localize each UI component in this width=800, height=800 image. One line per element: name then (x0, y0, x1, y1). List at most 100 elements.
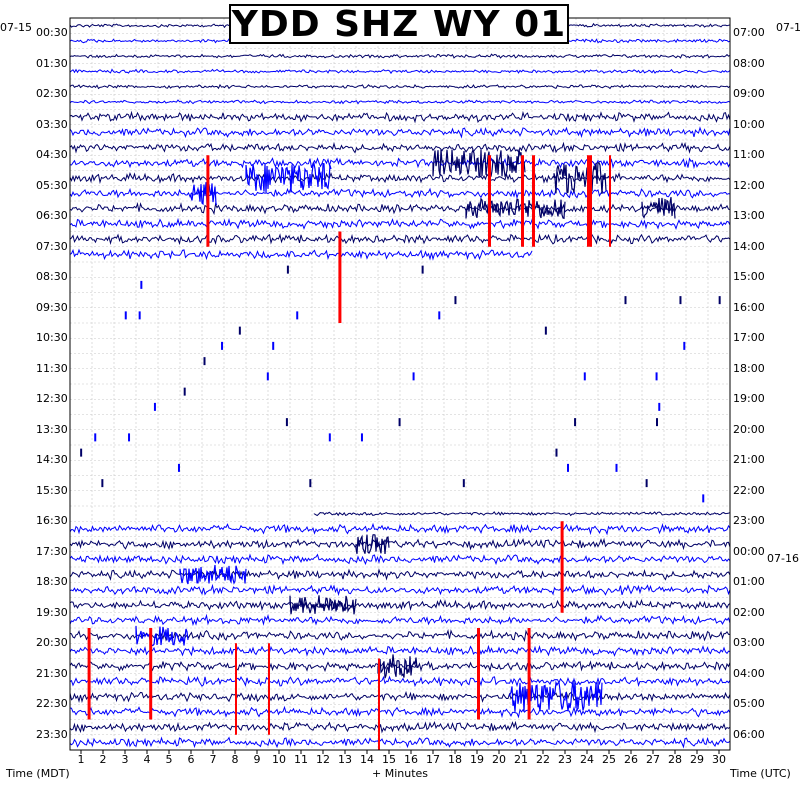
left-tick-label: 02:30 (36, 87, 68, 101)
right-tick-label: 10:00 (733, 117, 765, 131)
trace-row (69, 126, 731, 139)
trace-row (69, 68, 731, 75)
chart-title: YDD SHZ WY 01 (229, 4, 569, 45)
trace-row (69, 583, 731, 597)
right-tick-label: 11:00 (733, 148, 765, 162)
trace-row (69, 537, 731, 551)
left-tick-label: 00:30 (36, 26, 68, 40)
x-tick-label: 28 (668, 753, 682, 766)
bottom-axis-title: + Minutes (372, 767, 429, 780)
left-tick-label: 04:30 (36, 148, 68, 162)
left-tick-label: 13:30 (36, 422, 68, 436)
trace-row (69, 613, 731, 627)
trace-row (69, 202, 731, 216)
clipped-spike (527, 628, 531, 720)
x-tick-label: 2 (99, 753, 107, 766)
trace-row (69, 644, 731, 657)
left-tick-label: 21:30 (36, 666, 68, 680)
clipped-spike (206, 155, 210, 247)
right-tick-label: 03:00 (733, 636, 765, 650)
trace-row (69, 233, 731, 246)
trace-row (69, 522, 731, 536)
trace-row (69, 568, 731, 581)
clipped-spike (587, 155, 592, 247)
clipped-spike (488, 155, 491, 247)
left-tick-label: 17:30 (36, 544, 68, 558)
right-tick-label: 05:00 (733, 697, 765, 711)
right-date-label-top: 07-15 (776, 21, 800, 34)
clipped-spike (338, 231, 342, 323)
left-tick-label: 05:30 (36, 178, 68, 192)
right-tick-label: 15:00 (733, 270, 765, 284)
x-tick-label: 23 (558, 753, 572, 766)
x-tick-label: 8 (231, 753, 239, 766)
clipped-spike (378, 658, 380, 750)
right-tick-label: 07:00 (733, 26, 765, 40)
trace-row (69, 217, 731, 230)
right-tick-label: 19:00 (733, 392, 765, 406)
left-tick-label: 22:30 (36, 697, 68, 711)
right-tick-label: 12:00 (733, 178, 765, 192)
trace-row (69, 53, 731, 59)
right-tick-label: 21:00 (733, 453, 765, 467)
trace-row (69, 629, 731, 643)
trace-row (69, 248, 533, 261)
x-tick-label: 19 (470, 753, 484, 766)
right-tick-label: 06:00 (733, 727, 765, 741)
x-tick-label: 14 (360, 753, 374, 766)
event-burst (509, 680, 603, 712)
left-tick-label: 08:30 (36, 270, 68, 284)
trace-row (69, 157, 731, 170)
trace-row (69, 705, 731, 719)
trace-row (69, 83, 731, 90)
left-tick-label: 23:30 (36, 727, 68, 741)
left-tick-label: 19:30 (36, 605, 68, 619)
event-bursts (87, 148, 676, 750)
x-tick-label: 22 (536, 753, 550, 766)
trace-row (69, 720, 731, 734)
right-tick-label: 17:00 (733, 331, 765, 345)
clipped-spike (532, 155, 535, 247)
x-tick-label: 26 (624, 753, 638, 766)
x-tick-label: 21 (514, 753, 528, 766)
x-tick-label: 16 (404, 753, 418, 766)
x-tick-label: 20 (492, 753, 506, 766)
left-tick-label: 07:30 (36, 239, 68, 253)
trace-row (69, 553, 731, 566)
event-burst (179, 564, 247, 585)
x-tick-label: 18 (448, 753, 462, 766)
x-tick-label: 11 (294, 753, 308, 766)
left-tick-label: 10:30 (36, 331, 68, 345)
right-axis-title: Time (UTC) (730, 767, 791, 780)
right-tick-label: 04:00 (733, 666, 765, 680)
trace-row (69, 675, 731, 688)
x-tick-label: 29 (690, 753, 704, 766)
left-tick-label: 20:30 (36, 636, 68, 650)
left-tick-label: 18:30 (36, 575, 68, 589)
x-tick-label: 9 (253, 753, 261, 766)
event-burst (553, 162, 607, 194)
right-tick-label: 00:00 (733, 544, 765, 558)
left-axis-title: Time (MDT) (6, 767, 70, 780)
left-tick-label: 06:30 (36, 209, 68, 223)
right-tick-label: 14:00 (733, 239, 765, 253)
right-tick-label: 22:00 (733, 483, 765, 497)
seismic-traces (69, 22, 731, 749)
trace-row (69, 171, 731, 185)
trace-row (69, 110, 731, 124)
right-tick-label: 20:00 (733, 422, 765, 436)
grid-lines (70, 17, 730, 751)
x-tick-label: 24 (580, 753, 594, 766)
right-tick-label: 13:00 (733, 209, 765, 223)
left-tick-label: 11:30 (36, 361, 68, 375)
clipped-spike (477, 628, 480, 720)
event-burst (135, 625, 189, 647)
right-tick-label: 09:00 (733, 87, 765, 101)
trace-row (69, 141, 731, 154)
clipped-spike (560, 521, 564, 613)
right-tick-label: 01:00 (733, 575, 765, 589)
clipped-spike (87, 628, 91, 720)
event-burst (432, 148, 526, 178)
right-tick-label: 02:00 (733, 605, 765, 619)
clipped-spike (149, 628, 153, 720)
